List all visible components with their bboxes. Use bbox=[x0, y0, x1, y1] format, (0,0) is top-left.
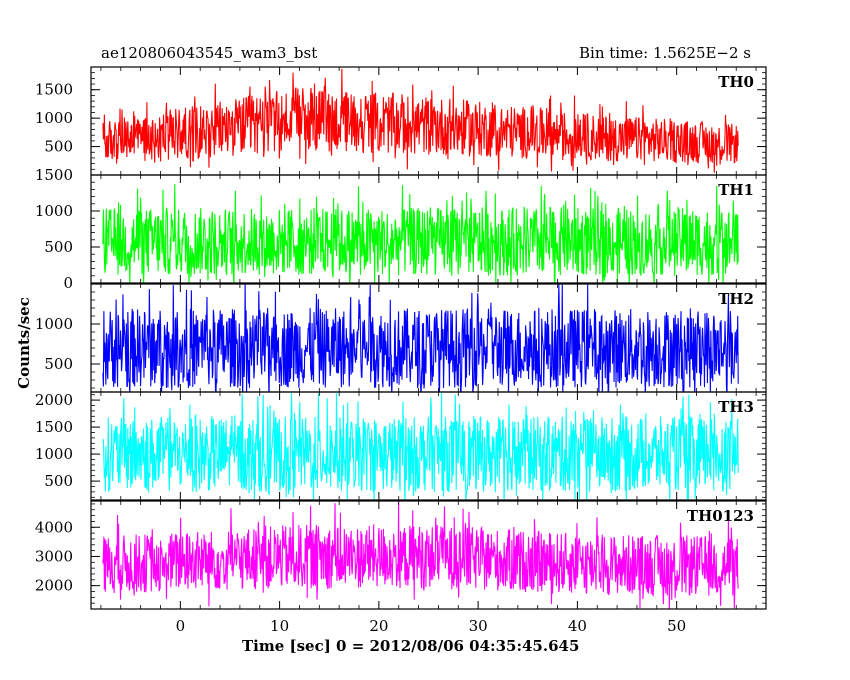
panel-th3: 500 1000 1500 2000 TH3 bbox=[35, 391, 767, 501]
y-tick-label: 1000 bbox=[35, 202, 73, 220]
panel-label: TH2 bbox=[718, 290, 754, 308]
y-tick-label: 2000 bbox=[35, 391, 73, 409]
panel-label: TH0123 bbox=[687, 507, 754, 525]
y-axis-label: Counts/sec bbox=[15, 297, 33, 389]
x-tick-label: 30 bbox=[469, 617, 488, 635]
panel-th0123: 2000 3000 4000 TH0123 bbox=[35, 500, 767, 610]
y-tick-label: 500 bbox=[44, 472, 73, 490]
y-tick-label: 1500 bbox=[35, 418, 73, 436]
y-tick-label: 4000 bbox=[35, 518, 73, 536]
panel-th0: 500 1000 1500 TH0 bbox=[35, 66, 767, 176]
y-tick-label: 0 bbox=[63, 274, 73, 292]
y-tick-label: 1000 bbox=[35, 445, 73, 463]
panel-th2: 500 1000 TH2 bbox=[35, 283, 767, 393]
y-tick-label: 1000 bbox=[35, 315, 73, 333]
y-tick-label: 1500 bbox=[35, 166, 73, 184]
x-tick-label: 0 bbox=[176, 617, 186, 635]
chart-title: ae120806043545_wam3_bst bbox=[101, 44, 318, 62]
series-th3 bbox=[102, 392, 739, 500]
x-tick-label: 20 bbox=[369, 617, 388, 635]
panel-label: TH0 bbox=[718, 73, 754, 91]
y-tick-label: 1500 bbox=[35, 81, 73, 99]
y-tick-label: 500 bbox=[44, 238, 73, 256]
series-th0 bbox=[102, 68, 739, 173]
panel-frame bbox=[90, 391, 767, 501]
y-tick-label: 2000 bbox=[35, 577, 73, 595]
x-axis-label: Time [sec] 0 = 2012/08/06 04:35:45.645 bbox=[242, 637, 580, 655]
x-tick-label: 50 bbox=[667, 617, 686, 635]
panel-th1: 0 500 1000 1500 TH1 bbox=[35, 166, 767, 292]
y-tick-label: 500 bbox=[44, 138, 73, 156]
panel-frame bbox=[90, 174, 767, 284]
series-th0123 bbox=[102, 502, 739, 609]
panel-label: TH3 bbox=[718, 398, 754, 416]
x-tick-label: 10 bbox=[270, 617, 289, 635]
bin-time-label: Bin time: 1.5625E−2 s bbox=[579, 44, 752, 62]
panel-frame bbox=[90, 500, 767, 610]
series-th1 bbox=[102, 183, 739, 283]
panel-label: TH1 bbox=[718, 181, 754, 199]
series-th2 bbox=[102, 284, 739, 392]
x-tick-label: 40 bbox=[568, 617, 587, 635]
y-tick-label: 500 bbox=[44, 355, 73, 373]
y-tick-label: 1000 bbox=[35, 109, 73, 127]
y-tick-label: 3000 bbox=[35, 547, 73, 565]
